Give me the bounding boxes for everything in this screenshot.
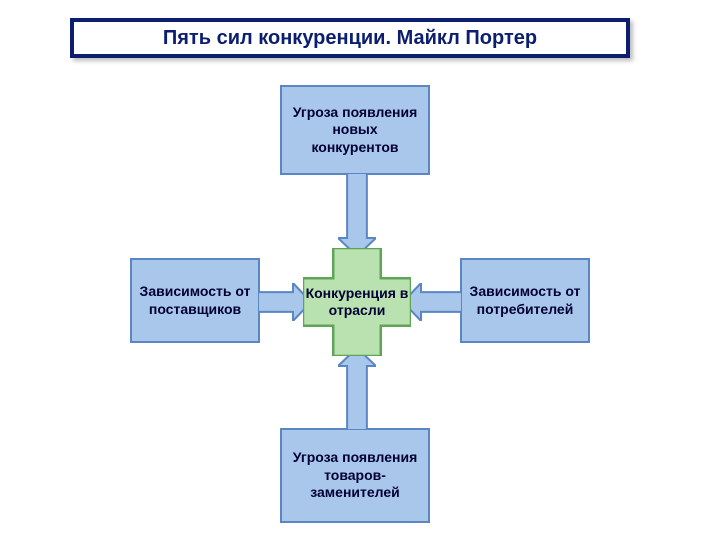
arrow-down-icon — [338, 173, 376, 256]
force-label-top: Угроза появления новых конкурентов — [288, 104, 422, 157]
center-label: Конкуренция в отрасли — [303, 285, 411, 319]
force-box-buyers: Зависимость от потребителей — [460, 258, 590, 343]
arrow-left-icon — [403, 283, 462, 321]
force-box-substitutes: Угроза появления товаров-заменителей — [280, 428, 430, 523]
force-label-left: Зависимость от поставщиков — [138, 283, 252, 318]
arrow-up-icon — [338, 348, 376, 430]
force-box-suppliers: Зависимость от поставщиков — [130, 258, 260, 343]
force-label-bottom: Угроза появления товаров-заменителей — [288, 449, 422, 502]
title-bar: Пять сил конкуренции. Майкл Портер — [70, 18, 630, 58]
force-box-new-entrants: Угроза появления новых конкурентов — [280, 85, 430, 175]
center-rivalry: Конкуренция в отрасли — [303, 248, 411, 356]
diagram-canvas: Угроза появления новых конкурентов Угроз… — [0, 80, 720, 530]
force-label-right: Зависимость от потребителей — [468, 283, 582, 318]
title-text: Пять сил конкуренции. Майкл Портер — [163, 27, 537, 50]
